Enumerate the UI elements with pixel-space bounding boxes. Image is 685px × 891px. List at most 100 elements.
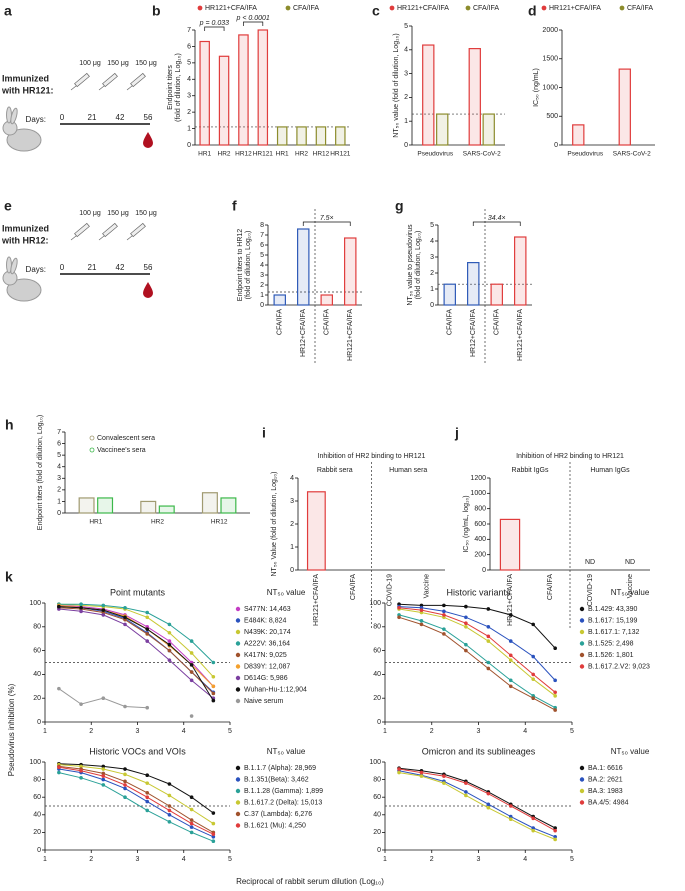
y-tick-label: 0 bbox=[430, 302, 434, 309]
series-line bbox=[58, 603, 214, 663]
bar bbox=[572, 124, 585, 146]
data-point bbox=[79, 776, 83, 780]
y-tick-label: 500 bbox=[546, 113, 558, 120]
legend-marker bbox=[465, 5, 471, 11]
data-point bbox=[553, 828, 557, 833]
x-tick-label: Vaccine bbox=[627, 574, 634, 598]
x-tick-label: HR121+CFA/IFA bbox=[313, 574, 320, 626]
bar bbox=[97, 497, 114, 514]
rabbit-body bbox=[6, 128, 42, 152]
data-point bbox=[145, 632, 150, 636]
y-tick-label: 8 bbox=[260, 222, 264, 229]
data-point bbox=[189, 678, 194, 683]
bar bbox=[257, 29, 269, 146]
x-tick-label: CFA/IFA bbox=[447, 309, 454, 335]
syringe bbox=[130, 222, 146, 238]
legend-label: D614G: 5,986 bbox=[244, 675, 288, 682]
data-point bbox=[79, 769, 83, 773]
y-tick-label: 3 bbox=[430, 254, 434, 261]
legend-marker bbox=[235, 629, 241, 635]
data-point bbox=[79, 605, 83, 610]
dose-label: 100 μg bbox=[79, 60, 101, 67]
x-tick-label: 3 bbox=[477, 728, 481, 735]
data-point bbox=[123, 779, 127, 784]
y-tick-label: 20 bbox=[33, 829, 41, 836]
x-tick-label: 1 bbox=[43, 856, 47, 863]
y-tick-label: 800 bbox=[474, 506, 486, 513]
data-point bbox=[508, 804, 513, 808]
series-line bbox=[398, 614, 556, 709]
data-point bbox=[397, 605, 401, 610]
data-point bbox=[442, 632, 446, 636]
data-point bbox=[189, 830, 194, 835]
data-point bbox=[101, 696, 106, 700]
y-tick-label: 200 bbox=[474, 552, 486, 559]
y-tick-label: 60 bbox=[33, 647, 41, 654]
series-line bbox=[58, 764, 214, 825]
y-tick-label: 0 bbox=[187, 142, 191, 149]
data-point bbox=[553, 694, 557, 698]
x-tick-label: HR12+CFA/IFA bbox=[300, 309, 307, 357]
y-tick-label: 0 bbox=[37, 847, 41, 854]
x-tick-label: CFA/IFA bbox=[494, 309, 501, 335]
y-tick-label: 1 bbox=[290, 544, 294, 551]
bar bbox=[468, 48, 481, 146]
series-line bbox=[58, 765, 214, 833]
y-tick-label: 60 bbox=[373, 794, 381, 801]
data-point bbox=[189, 639, 194, 643]
chart-title: Historic variants bbox=[446, 587, 511, 597]
data-point bbox=[464, 648, 468, 653]
day-label: 56 bbox=[144, 263, 153, 272]
data-point bbox=[419, 774, 424, 778]
legend-label: CFA/IFA bbox=[293, 5, 319, 12]
day-label: 0 bbox=[60, 113, 65, 122]
data-point bbox=[123, 795, 127, 799]
group-label: Human IgGs bbox=[590, 467, 630, 474]
y-axis-label: (fold of dilution, Log₁₀) bbox=[415, 231, 422, 300]
legend-label: B.1.617.2.V2: 9,023 bbox=[588, 663, 650, 670]
data-point bbox=[211, 832, 216, 836]
group-label: Rabbit IgGs bbox=[512, 467, 549, 474]
data-point bbox=[442, 603, 446, 608]
y-tick-label: 4 bbox=[404, 47, 408, 54]
data-point bbox=[145, 615, 150, 620]
y-tick-label: 0 bbox=[377, 847, 381, 854]
y-axis-label: (fold of dilution, Log₁₀) bbox=[175, 53, 182, 122]
y-tick-label: 1000 bbox=[470, 490, 486, 497]
y-tick-label: 1 bbox=[430, 286, 434, 293]
dose-label: 150 μg bbox=[135, 210, 157, 217]
legend-marker bbox=[235, 641, 241, 646]
data-point bbox=[397, 770, 401, 775]
bracket bbox=[243, 21, 264, 26]
x-tick-label: SARS-CoV-2 bbox=[463, 151, 501, 158]
annotation: 34.4× bbox=[488, 215, 506, 222]
x-tick-label: Pseudovirus bbox=[417, 151, 454, 158]
chart-title: Point mutants bbox=[110, 587, 166, 597]
data-point bbox=[508, 613, 513, 617]
data-point bbox=[553, 708, 557, 712]
legend-marker bbox=[579, 777, 585, 782]
data-point bbox=[167, 793, 172, 798]
legend-marker bbox=[197, 5, 203, 11]
data-point bbox=[397, 615, 401, 620]
legend-label: B.1.1.28 (Gamma): 1,899 bbox=[244, 788, 323, 795]
day-label: 0 bbox=[60, 263, 65, 272]
y-tick-label: 2 bbox=[187, 109, 191, 116]
y-axis-label: NT₅₀ value (fold of dilution, Log₁₀) bbox=[393, 33, 400, 137]
series-line bbox=[59, 689, 192, 716]
syringe bbox=[74, 72, 90, 88]
legend-label: HR121+CFA/IFA bbox=[549, 5, 601, 12]
bracket bbox=[204, 26, 225, 31]
data-point bbox=[123, 783, 127, 787]
bar bbox=[618, 68, 631, 146]
data-point bbox=[486, 625, 491, 629]
legend-marker bbox=[579, 629, 585, 635]
y-tick-label: 7 bbox=[187, 27, 191, 34]
data-point bbox=[464, 625, 468, 629]
legend-label: HR121+CFA/IFA bbox=[205, 5, 257, 12]
data-point bbox=[419, 619, 424, 623]
data-point bbox=[167, 639, 172, 643]
legend-marker bbox=[235, 687, 241, 692]
data-point bbox=[145, 808, 150, 813]
syringe-needle bbox=[98, 235, 105, 241]
